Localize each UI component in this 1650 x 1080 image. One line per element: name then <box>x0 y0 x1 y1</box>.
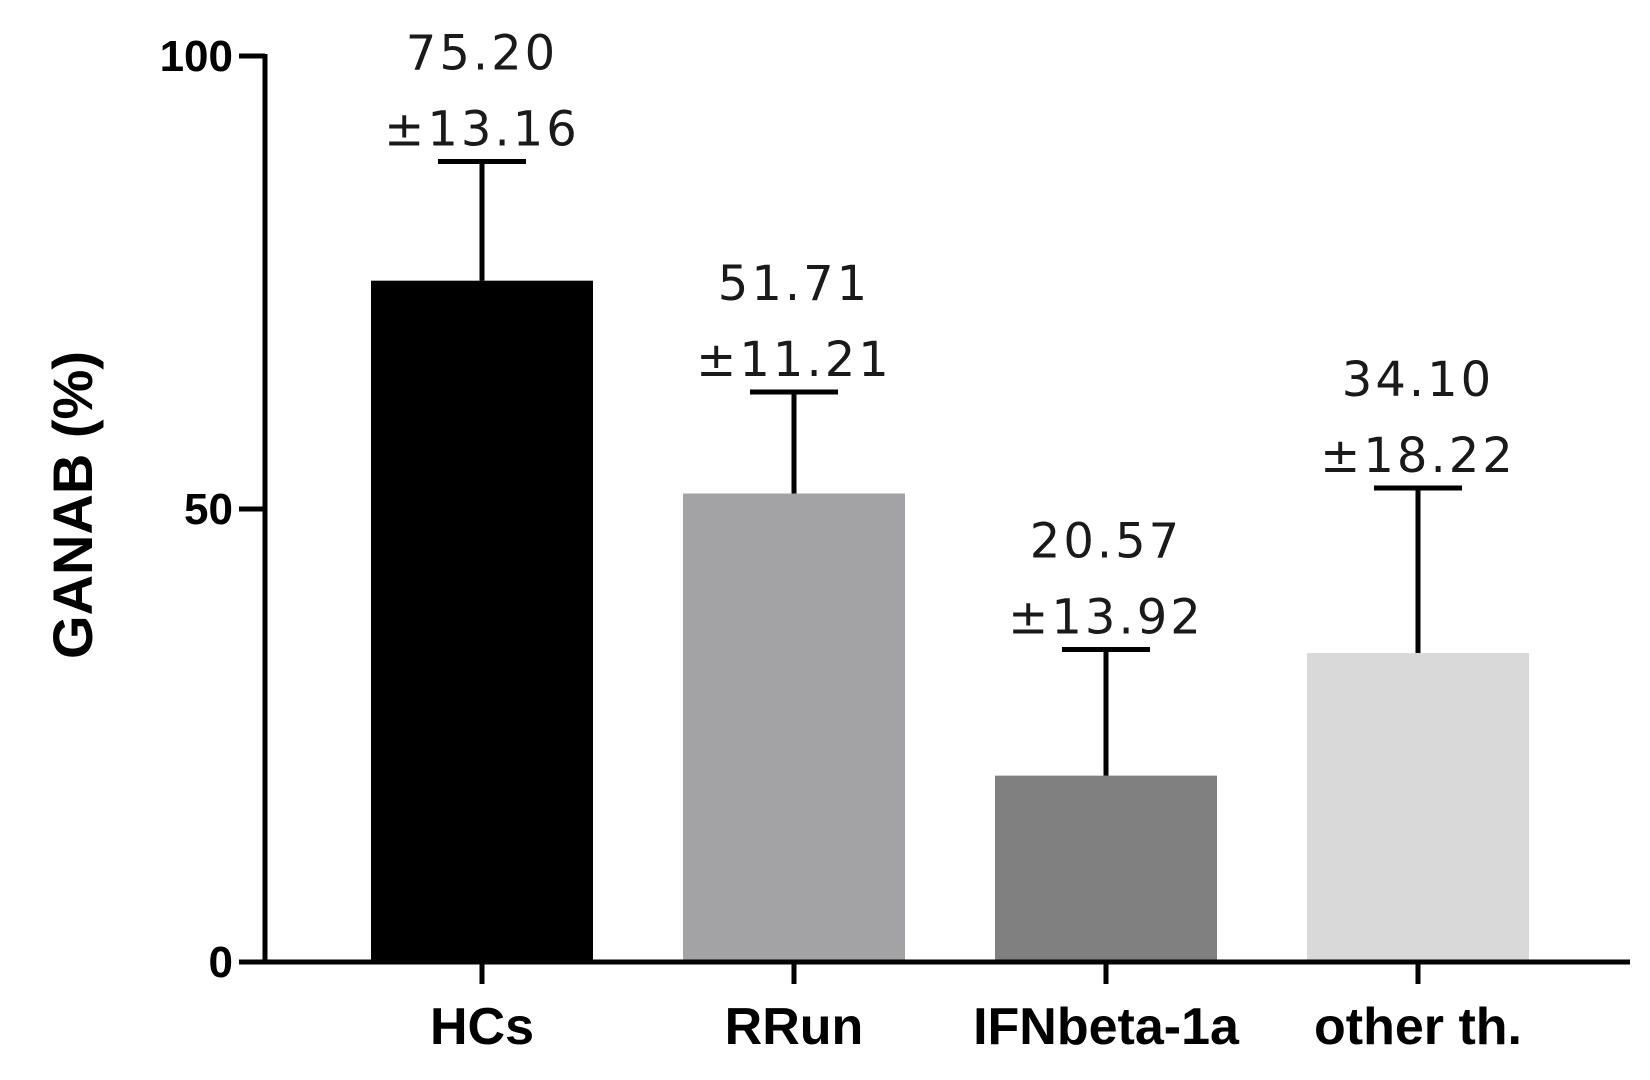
error-label: ±11.21 <box>696 332 892 388</box>
error-label: ±18.22 <box>1320 428 1516 484</box>
y-axis-label: GANAB (%) <box>41 351 104 659</box>
bar-hcs <box>371 280 593 962</box>
category-label: IFNbeta-1a <box>973 998 1240 1056</box>
error-label: ±13.16 <box>384 101 580 157</box>
bar-other-th- <box>1307 653 1529 962</box>
y-tick-label: 50 <box>184 485 233 534</box>
category-label: HCs <box>430 998 534 1056</box>
value-label: 75.20 <box>406 25 558 81</box>
bars-layer <box>371 280 1529 962</box>
value-label: 34.10 <box>1342 352 1494 408</box>
axes: 0 50 100 <box>160 32 1630 987</box>
category-label: RRun <box>725 998 864 1056</box>
labels-layer: HCs ±13.16 75.20 RRun ±11.21 51.71 IFNbeta-1a ±… <box>384 25 1522 1056</box>
bar-rrun <box>683 493 905 962</box>
value-label: 51.71 <box>718 256 870 312</box>
y-tick-label: 0 <box>209 938 233 987</box>
error-label: ±13.92 <box>1008 590 1204 646</box>
value-label: 20.57 <box>1030 514 1182 570</box>
bar-ifnbeta-1a <box>995 775 1217 962</box>
category-label: other th. <box>1314 998 1522 1056</box>
y-tick-label: 100 <box>160 32 233 81</box>
error-bars-layer <box>438 158 1462 776</box>
